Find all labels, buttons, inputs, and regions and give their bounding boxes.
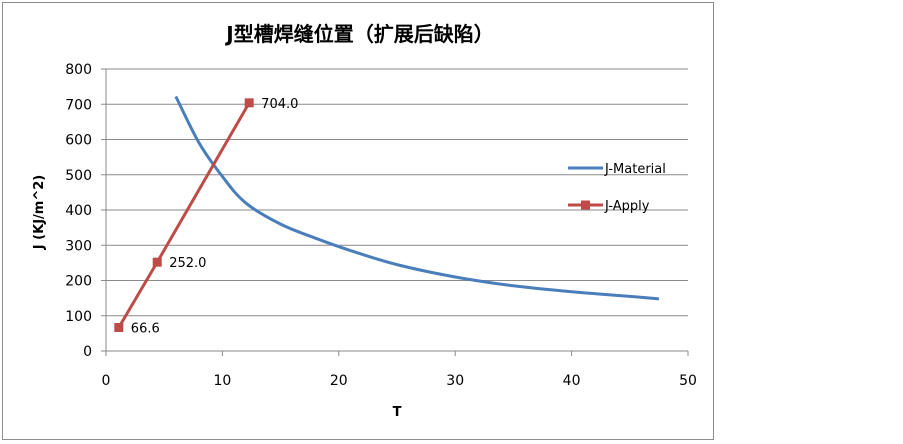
legend: J-Material J-Apply [568,162,666,214]
x-tick-label: 50 [679,373,697,389]
data-point-j-apply [244,98,254,108]
x-tick-label: 10 [213,373,231,389]
legend-label-j-material: J-Material [604,162,666,177]
y-axis-title: J (KJ/m^2) [32,175,47,250]
data-label-j-apply: 252.0 [169,256,206,271]
grid-lines [106,68,688,317]
y-tick-label: 100 [65,309,92,325]
y-tick-label: 400 [65,203,92,219]
y-tick-label: 200 [65,274,92,290]
data-point-j-apply [152,257,162,267]
y-tick-label: 500 [65,168,92,184]
y-tick-label: 0 [83,344,92,360]
chart-svg: J型槽焊缝位置（扩展后缺陷） 0100200300400500600700800… [32,22,697,420]
data-label-j-apply: 66.6 [131,322,160,337]
chart-frame: J型槽焊缝位置（扩展后缺陷） 0 100 200 300 400 500 600 700 800… [2,2,714,440]
y-tick-label: 700 [65,97,92,113]
legend-label-j-apply: J-Apply [604,199,650,214]
legend-marker-j-apply [581,200,590,210]
data-point-j-apply [114,323,124,333]
y-tick-label: 800 [65,62,92,78]
x-tick-label: 0 [102,373,111,389]
x-tick-label: 30 [446,373,464,389]
data-label-j-apply: 704.0 [261,97,298,112]
series-line-j-apply [117,102,251,329]
x-axis-title: T [393,405,402,420]
x-tick-label: 40 [563,373,581,389]
axes: 0 100 200 300 400 500 600 700 800 0 10 20 30 40 50 [65,62,697,389]
series-line-j-material [174,95,660,301]
x-tick-label: 20 [330,373,348,389]
y-tick-label: 300 [65,238,92,254]
series-layer: 66.6 252.0 704.0 [114,95,660,337]
y-tick-label: 600 [65,133,92,149]
chart-title: J型槽焊缝位置（扩展后缺陷） [224,22,493,46]
